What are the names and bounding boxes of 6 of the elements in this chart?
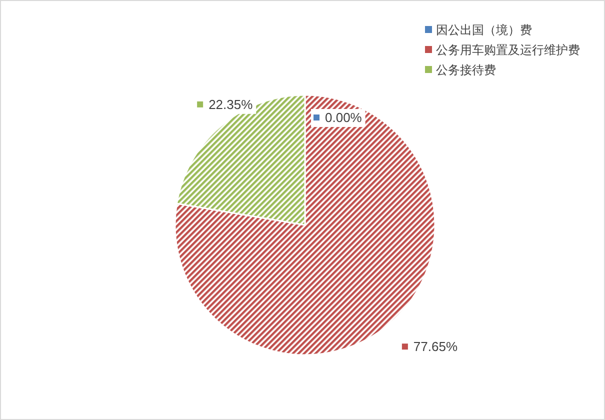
data-label: 22.35%: [208, 96, 254, 112]
text: 0.00%: [325, 110, 362, 125]
legend-label: 公务接待费: [436, 63, 496, 77]
legend-label: 因公出国（境）费: [436, 23, 532, 37]
legend-label: 公务用车购置及运行维护费: [436, 43, 580, 57]
data-label: 77.65%: [413, 339, 458, 354]
